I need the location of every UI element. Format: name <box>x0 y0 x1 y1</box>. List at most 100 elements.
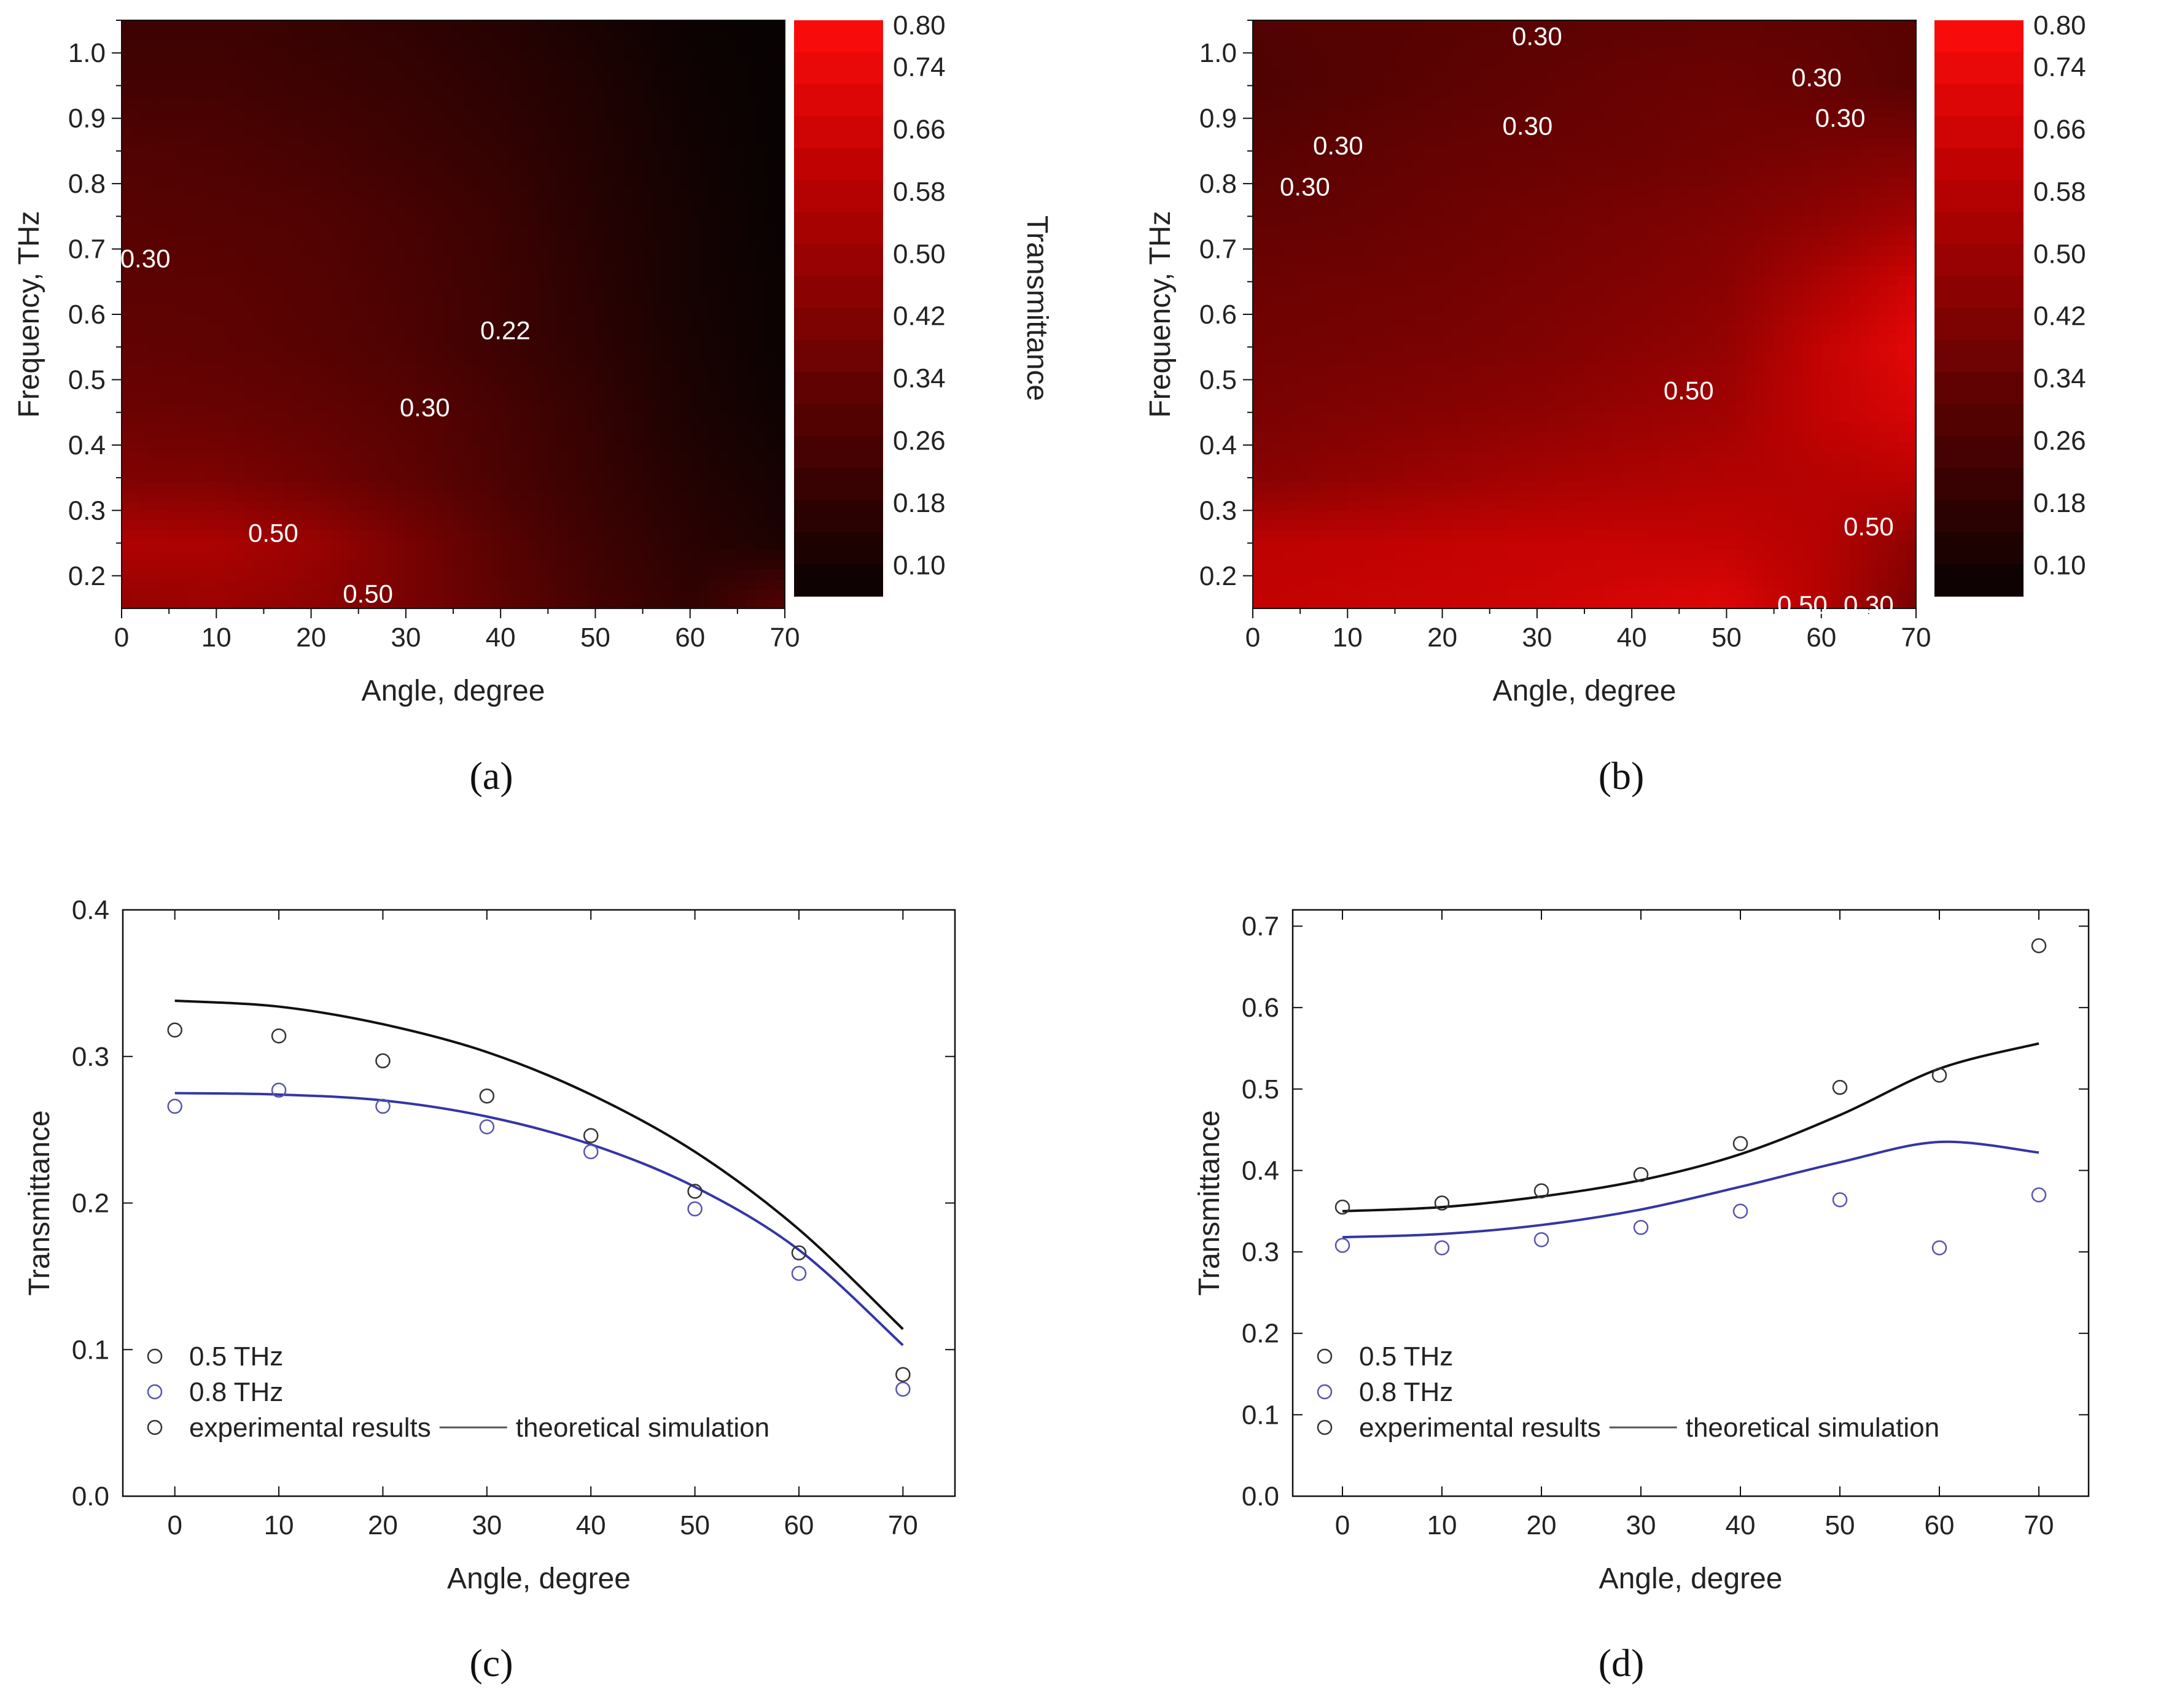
heat-cell <box>756 441 766 452</box>
heat-cell <box>150 275 160 285</box>
heat-cell <box>623 255 634 266</box>
heat-cell <box>235 98 246 109</box>
heat-cell <box>131 69 141 80</box>
heat-cell <box>680 314 691 325</box>
heat-cell <box>595 520 606 531</box>
heat-cell <box>671 412 682 423</box>
heat-cell <box>273 69 284 80</box>
heat-cell <box>1300 559 1311 570</box>
heat-cell <box>1319 255 1330 266</box>
heat-cell <box>501 29 511 41</box>
heat-cell <box>633 39 644 50</box>
heat-cell <box>188 579 198 589</box>
heat-cell <box>368 177 378 188</box>
heat-cell <box>292 520 302 531</box>
heat-cell <box>557 324 567 335</box>
heat-cell <box>709 69 719 80</box>
heat-cell <box>122 79 132 90</box>
heat-cell <box>1357 481 1367 492</box>
heat-cell <box>1357 422 1367 433</box>
heat-cell <box>642 79 653 90</box>
heat-cell <box>567 39 577 50</box>
heat-cell <box>131 599 141 609</box>
heat-cell <box>510 246 520 256</box>
heat-cell <box>235 118 246 129</box>
heat-cell <box>548 324 558 335</box>
heat-cell <box>1328 20 1339 31</box>
heat-cell <box>169 118 179 129</box>
heat-cell <box>737 246 748 256</box>
heat-cell <box>633 510 644 521</box>
heat-cell <box>1253 589 1263 599</box>
heat-cell <box>529 88 539 99</box>
heat-cell <box>254 305 265 315</box>
heat-cell <box>206 549 217 560</box>
heat-cell <box>766 255 776 266</box>
heat-cell <box>1253 88 1263 99</box>
heat-cell <box>273 206 284 217</box>
heat-cell <box>1338 255 1349 266</box>
heat-cell <box>1309 108 1320 119</box>
heat-cell <box>586 599 596 609</box>
heat-cell <box>415 147 426 158</box>
heat-cell <box>159 324 169 335</box>
heat-cell <box>642 196 653 208</box>
heat-cell <box>737 461 748 472</box>
heat-cell <box>1253 353 1263 364</box>
heat-cell <box>122 236 132 247</box>
heat-cell <box>510 20 520 31</box>
heat-cell <box>178 343 189 354</box>
heat-cell <box>150 540 160 550</box>
heat-cell <box>178 39 189 50</box>
heat-cell <box>529 392 539 403</box>
heat-cell <box>775 295 785 305</box>
heat-cell <box>586 549 596 560</box>
heat-cell <box>1271 275 1282 285</box>
heat-cell <box>1300 422 1311 433</box>
heat-cell <box>699 530 710 541</box>
heat-cell <box>263 491 274 502</box>
heat-cell <box>1271 569 1282 580</box>
heat-cell <box>775 530 785 541</box>
heat-cell <box>415 402 426 413</box>
heat-cell <box>387 540 397 550</box>
heat-cell <box>1319 559 1330 570</box>
x-axis-title: Angle, degree <box>362 675 545 707</box>
heat-cell <box>1319 236 1330 247</box>
heat-cell <box>244 236 255 247</box>
heat-cell <box>680 402 691 413</box>
heat-cell <box>188 569 198 580</box>
heat-cell <box>548 138 558 149</box>
heat-cell <box>358 402 368 413</box>
heat-cell <box>481 373 492 384</box>
heat-cell <box>604 520 615 531</box>
heat-cell <box>604 59 615 70</box>
heat-cell <box>453 589 464 599</box>
heat-cell <box>122 49 132 60</box>
heat-cell <box>728 422 738 433</box>
heat-cell <box>178 559 189 570</box>
heat-cell <box>387 579 397 589</box>
heat-cell <box>1300 481 1311 492</box>
heat-cell <box>206 471 217 482</box>
heat-cell <box>415 579 426 589</box>
heat-cell <box>576 147 586 158</box>
heat-cell <box>1347 520 1358 531</box>
heat-cell <box>491 246 501 256</box>
heat-cell <box>671 157 682 168</box>
heat-cell <box>405 118 416 129</box>
heat-cell <box>339 500 350 511</box>
heat-cell <box>206 520 217 531</box>
heat-cell <box>206 29 217 41</box>
heat-cell <box>273 392 284 403</box>
heat-cell <box>453 265 464 276</box>
heat-cell <box>321 333 331 344</box>
heat-cell <box>623 353 634 364</box>
heat-cell <box>122 392 132 403</box>
heat-cell <box>321 481 331 492</box>
heat-cell <box>292 324 302 335</box>
heat-cell <box>254 246 265 256</box>
heat-cell <box>756 138 766 149</box>
heat-cell <box>491 236 501 247</box>
heat-cell <box>1290 305 1301 315</box>
